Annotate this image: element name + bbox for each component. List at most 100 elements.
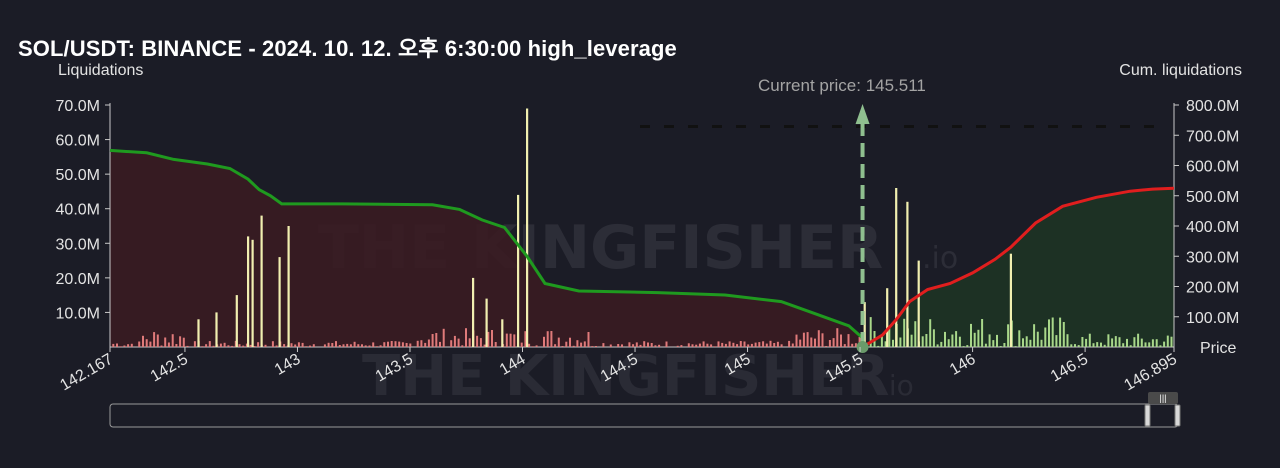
liquidation-bar: [1170, 336, 1173, 347]
current-price-marker: [855, 104, 870, 353]
liquidation-bar: [565, 341, 568, 347]
liquidation-bar: [1085, 338, 1088, 347]
liquidation-bar: [305, 346, 308, 347]
liquidation-bar: [479, 338, 482, 347]
decorative-dash: [1024, 125, 1034, 128]
liquidation-bar: [1070, 344, 1073, 347]
liquidation-bar: [327, 342, 330, 347]
x-tick-label: 142.5: [148, 351, 191, 386]
liquidation-bar: [1014, 346, 1017, 347]
liquidation-bar: [1081, 337, 1084, 347]
y-tick-label-right: 700.0M: [1186, 128, 1239, 145]
liquidation-bar: [695, 344, 698, 347]
highlight-bar: [1009, 253, 1012, 347]
liquidation-bar: [1077, 345, 1080, 347]
liquidation-bar: [164, 337, 167, 347]
range-slider-grip[interactable]: [1148, 392, 1178, 404]
liquidation-bar: [112, 343, 115, 347]
liquidation-bar: [710, 344, 713, 347]
liquidation-bar: [743, 341, 746, 347]
liquidation-bar: [1096, 342, 1099, 347]
liquidation-bar: [420, 340, 423, 347]
liquidation-bar: [721, 342, 724, 347]
liquidation-bar: [405, 343, 408, 347]
liquidation-bar: [387, 341, 389, 347]
liquidation-bar: [1062, 322, 1065, 347]
y-tick-label-left: 20.0M: [56, 271, 100, 288]
liquidation-bar: [602, 343, 605, 347]
highlight-bar: [251, 239, 254, 347]
liquidation-bar: [1103, 344, 1106, 347]
range-slider[interactable]: |||: [109, 392, 1181, 428]
liquidation-bar: [175, 344, 178, 347]
watermark-text-lower: THE KINGFISHER: [362, 344, 890, 409]
liquidation-bar: [569, 337, 571, 347]
liquidation-bar: [476, 335, 479, 347]
liquidation-bar: [1040, 339, 1043, 347]
liquidation-bar: [142, 335, 144, 347]
liquidation-bar: [179, 336, 182, 347]
liquidation-bar: [739, 341, 742, 347]
liquidation-bar: [1137, 333, 1140, 347]
liquidation-bar: [947, 339, 950, 347]
liquidation-bar: [1126, 338, 1128, 347]
liquidation-bar: [892, 339, 894, 347]
liquidation-bar: [193, 341, 196, 347]
liquidation-bar: [201, 346, 204, 347]
highlight-bar: [287, 226, 290, 347]
liquidation-bar: [1022, 338, 1024, 347]
highlight-bar: [197, 319, 200, 347]
current-price-label: Current price: 145.511: [758, 76, 926, 95]
liquidation-bar: [802, 332, 805, 347]
range-slider-handle-right[interactable]: [1174, 404, 1181, 427]
highlight-bar: [863, 302, 866, 347]
liquidation-bar: [138, 341, 141, 347]
liquidation-bar: [576, 340, 579, 347]
liquidation-bar: [390, 341, 393, 347]
liquidation-bar: [984, 343, 987, 347]
short-cum-line: [861, 186, 1175, 349]
liquidation-bar: [921, 336, 924, 347]
liquidation-bar: [691, 344, 694, 347]
range-slider-handle-left[interactable]: [1144, 404, 1151, 427]
liquidation-bar: [127, 344, 130, 347]
liquidation-bar: [966, 345, 969, 347]
liquidation-bar: [513, 334, 516, 347]
bar-series: [112, 108, 1173, 347]
liquidation-bar: [294, 344, 297, 347]
liquidation-bar: [297, 342, 300, 347]
liquidation-bar: [145, 339, 148, 347]
liquidation-bar: [951, 334, 954, 347]
liquidation-bar: [806, 332, 809, 347]
liquidation-bar: [1129, 345, 1132, 347]
liquidation-bar: [1007, 324, 1010, 347]
liquidation-bar: [171, 334, 174, 347]
y-tick-label-right: 200.0M: [1186, 280, 1239, 297]
liquidation-bar: [825, 346, 828, 347]
liquidation-bar: [773, 343, 776, 347]
liquidation-bar: [973, 332, 976, 347]
liquidation-bar: [977, 329, 980, 347]
liquidation-bar: [910, 334, 913, 347]
y-tick-label-left: 30.0M: [56, 236, 100, 253]
liquidation-bar: [1055, 335, 1058, 347]
liquidation-bar: [546, 331, 549, 347]
liquidation-bar: [981, 319, 984, 347]
watermark-suffix: .io: [922, 241, 958, 276]
liquidation-bar: [130, 343, 133, 347]
liquidation-bar: [156, 334, 159, 347]
liquidation-bar: [1155, 339, 1158, 347]
liquidation-bar: [1148, 342, 1151, 347]
y-tick-label-left: 40.0M: [56, 202, 100, 219]
highlight-bar: [501, 319, 504, 347]
liquidation-bar: [717, 341, 720, 347]
liquidation-bar: [557, 337, 560, 347]
liquidation-bar: [1159, 345, 1162, 347]
liquidation-bar: [531, 346, 534, 347]
grip-icon: |||: [1159, 393, 1166, 403]
liquidation-bar: [814, 338, 816, 347]
liquidation-bar: [375, 346, 378, 347]
y-tick-label-right: 100.0M: [1186, 310, 1239, 327]
liquidation-bar: [353, 341, 356, 347]
liquidation-bar: [383, 342, 386, 347]
